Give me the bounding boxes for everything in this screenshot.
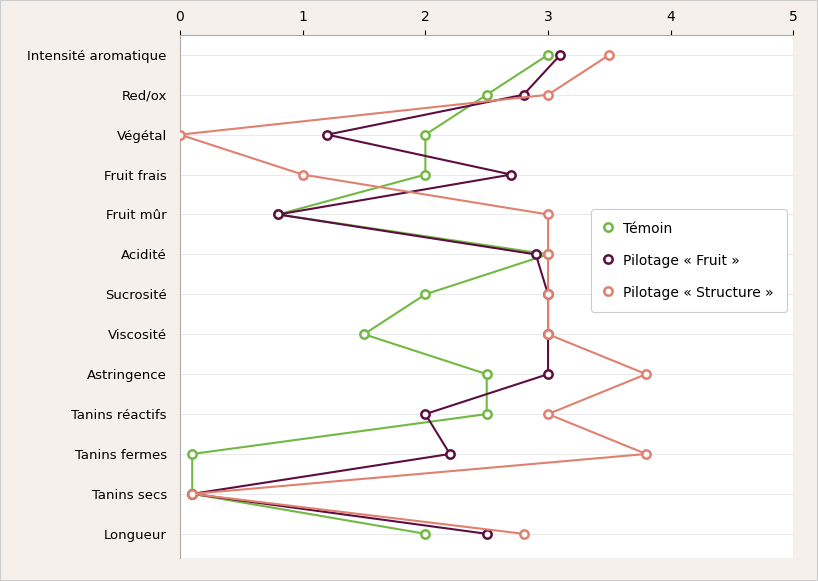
Pilotage « Fruit » bbox=[187, 490, 197, 497]
Pilotage « Structure » bbox=[175, 131, 185, 138]
Pilotage « Structure » bbox=[543, 411, 553, 418]
Témoin bbox=[187, 490, 197, 497]
Témoin bbox=[420, 291, 430, 298]
Pilotage « Structure » bbox=[298, 171, 308, 178]
Pilotage « Fruit » bbox=[506, 171, 516, 178]
Pilotage « Fruit » bbox=[519, 91, 528, 98]
Line: Témoin: Témoin bbox=[188, 51, 552, 538]
Témoin bbox=[482, 91, 492, 98]
Pilotage « Fruit » bbox=[273, 211, 283, 218]
Pilotage « Structure » bbox=[605, 51, 614, 58]
Pilotage « Fruit » bbox=[531, 251, 541, 258]
Pilotage « Structure » bbox=[641, 371, 651, 378]
Pilotage « Structure » bbox=[187, 490, 197, 497]
Pilotage « Fruit » bbox=[555, 51, 565, 58]
Témoin bbox=[482, 371, 492, 378]
Legend: Témoin, Pilotage « Fruit », Pilotage « Structure »: Témoin, Pilotage « Fruit », Pilotage « S… bbox=[591, 209, 787, 312]
Témoin bbox=[543, 51, 553, 58]
Pilotage « Structure » bbox=[519, 530, 528, 537]
Pilotage « Fruit » bbox=[482, 530, 492, 537]
Pilotage « Fruit » bbox=[445, 450, 455, 457]
Témoin bbox=[420, 131, 430, 138]
Pilotage « Structure » bbox=[543, 211, 553, 218]
Pilotage « Structure » bbox=[543, 291, 553, 298]
Témoin bbox=[273, 211, 283, 218]
Témoin bbox=[543, 251, 553, 258]
Témoin bbox=[482, 411, 492, 418]
Pilotage « Structure » bbox=[543, 331, 553, 338]
Pilotage « Structure » bbox=[641, 450, 651, 457]
Line: Pilotage « Structure »: Pilotage « Structure » bbox=[176, 51, 650, 538]
Témoin bbox=[420, 530, 430, 537]
Pilotage « Fruit » bbox=[322, 131, 332, 138]
Pilotage « Fruit » bbox=[543, 331, 553, 338]
Pilotage « Structure » bbox=[543, 91, 553, 98]
Pilotage « Structure » bbox=[543, 251, 553, 258]
Témoin bbox=[359, 331, 369, 338]
Pilotage « Fruit » bbox=[543, 291, 553, 298]
Line: Pilotage « Fruit »: Pilotage « Fruit » bbox=[188, 51, 564, 538]
Pilotage « Fruit » bbox=[543, 371, 553, 378]
Pilotage « Fruit » bbox=[420, 411, 430, 418]
Témoin bbox=[420, 171, 430, 178]
Témoin bbox=[187, 450, 197, 457]
